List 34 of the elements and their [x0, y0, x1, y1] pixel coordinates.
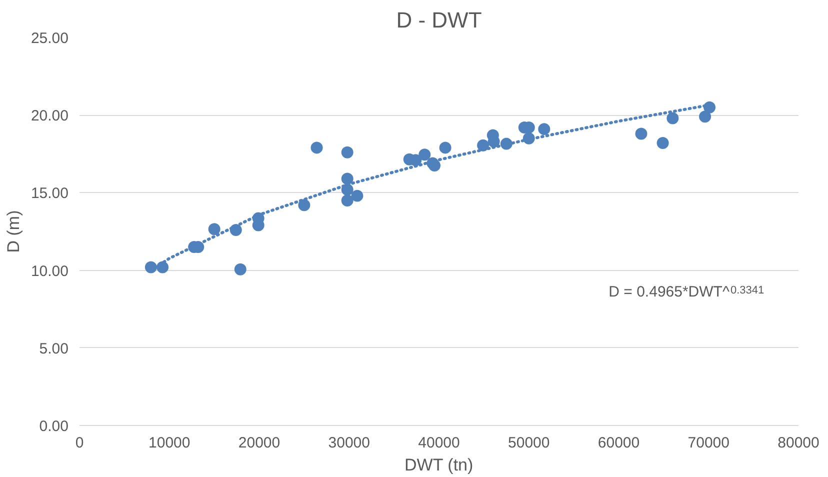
y-tick-label: 25.00 — [30, 30, 69, 47]
point — [208, 223, 220, 236]
point — [699, 110, 712, 123]
point — [351, 190, 364, 202]
y-tick-label: 20.00 — [30, 108, 69, 125]
y-tick-label: 5.00 — [39, 340, 69, 358]
chart-title: D - DWT — [396, 8, 482, 32]
x-tick-label: 50000 — [508, 434, 550, 452]
point — [341, 194, 354, 206]
x-tick-label: 60000 — [598, 434, 640, 452]
x-tick-label: 40000 — [418, 434, 460, 452]
x-tick-label: 10000 — [148, 434, 190, 452]
x-tick-label: 80000 — [778, 434, 820, 452]
point — [298, 199, 310, 212]
x-tick-label: 0 — [75, 434, 84, 452]
point — [635, 128, 648, 140]
point — [656, 137, 669, 150]
x-tick-label: 70000 — [688, 434, 730, 452]
point — [310, 142, 323, 154]
point — [439, 142, 452, 154]
y-tick-label: 10.00 — [30, 262, 69, 280]
y-tick-label: 0.00 — [39, 418, 69, 435]
x-axis-title: DWT (tn) — [404, 456, 474, 474]
point — [341, 146, 354, 158]
y-axis-title: D (m) — [4, 210, 23, 253]
point — [341, 172, 354, 185]
y-tick-label: 15.00 — [30, 185, 69, 202]
point — [538, 123, 550, 136]
point — [418, 148, 431, 161]
point — [666, 112, 679, 124]
x-tick-label: 30000 — [328, 434, 370, 452]
point — [234, 263, 246, 276]
x-tick-label: 20000 — [238, 434, 280, 452]
point — [704, 101, 716, 114]
